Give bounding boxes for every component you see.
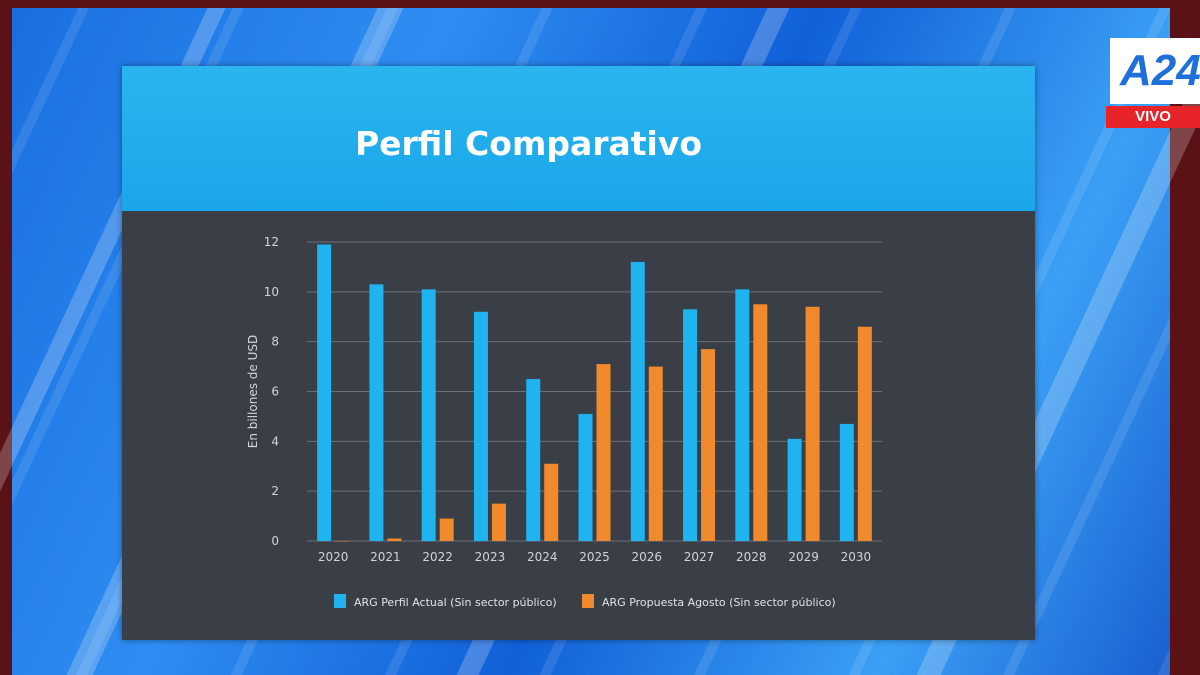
y-tick-label: 8: [271, 335, 279, 349]
bar-actual-2028: [735, 289, 750, 541]
presentation-slide: Perfil Comparativo 0 2 4 6 8 10 12 En billones …: [122, 66, 1035, 640]
logo-text: A24: [1120, 46, 1200, 95]
bar-propuesta-2027: [701, 349, 716, 541]
bar-actual-2022: [421, 289, 436, 541]
logo-box: A24: [1110, 38, 1200, 104]
y-tick-label: 12: [264, 235, 279, 249]
bar-propuesta-2024: [544, 463, 559, 541]
y-axis-label: En billones de USD: [246, 335, 260, 448]
y-tick-label: 10: [264, 285, 279, 299]
bar-propuesta-2022: [439, 518, 454, 541]
bar-actual-2026: [630, 261, 645, 541]
x-tick-label: 2024: [527, 550, 558, 564]
x-tick-label: 2021: [370, 550, 401, 564]
y-tick-label: 6: [271, 385, 279, 399]
bar-actual-2030: [839, 423, 854, 541]
x-tick-label: 2028: [736, 550, 767, 564]
bar-propuesta-2020: [335, 541, 350, 542]
bar-actual-2027: [683, 309, 698, 541]
y-tick-label: 2: [271, 484, 279, 498]
x-tick-label: 2030: [841, 550, 872, 564]
bar-actual-2020: [317, 244, 332, 541]
bar-actual-2025: [578, 413, 593, 541]
bar-propuesta-2029: [805, 306, 820, 541]
chart-title: Perfil Comparativo: [354, 124, 703, 163]
bar-chart: 0 2 4 6 8 10 12 En billones de USD 2020 2021 2022 2…: [246, 235, 882, 609]
bar-propuesta-2025: [596, 364, 611, 541]
bar-propuesta-2030: [857, 326, 872, 541]
bar-actual-2024: [526, 379, 541, 541]
legend-label-actual: ARG Perfil Actual (Sin sector público): [354, 596, 557, 609]
x-tick-label: 2023: [475, 550, 506, 564]
live-badge: VIVO: [1106, 106, 1200, 128]
channel-logo: A24 VIVO: [1106, 38, 1200, 128]
bar-propuesta-2023: [491, 503, 506, 541]
bar-actual-2023: [473, 311, 488, 541]
slide-title-bar: Perfil Comparativo: [122, 66, 1035, 211]
x-tick-label: 2025: [579, 550, 610, 564]
x-tick-label: 2027: [684, 550, 715, 564]
legend-swatch-actual: [334, 594, 346, 608]
bar-propuesta-2028: [753, 304, 768, 541]
x-tick-label: 2029: [788, 550, 819, 564]
legend-label-propuesta: ARG Propuesta Agosto (Sin sector público…: [602, 596, 836, 609]
x-tick-label: 2020: [318, 550, 349, 564]
y-tick-label: 4: [271, 434, 279, 448]
x-tick-label: 2026: [631, 550, 662, 564]
y-tick-label: 0: [271, 534, 279, 548]
bar-actual-2029: [787, 438, 802, 541]
bar-propuesta-2021: [387, 538, 402, 541]
legend-swatch-propuesta: [582, 594, 594, 608]
bar-propuesta-2026: [648, 366, 663, 541]
x-tick-label: 2022: [422, 550, 453, 564]
bar-actual-2021: [369, 284, 384, 541]
